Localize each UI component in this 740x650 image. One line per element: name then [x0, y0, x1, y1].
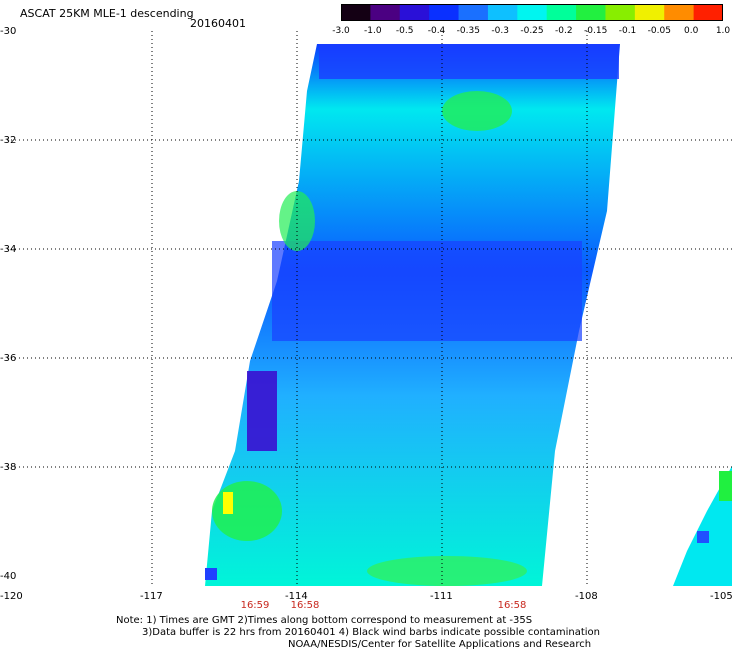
- colorbar-tick-label: -3.0: [332, 26, 350, 36]
- colorbar-tick-label: -0.35: [456, 26, 480, 36]
- colorbar-cell: [487, 4, 518, 21]
- colorbar-tick-label: -0.2: [555, 26, 573, 36]
- colorbar-tick-label: -0.5: [395, 26, 414, 36]
- chart-title: ASCAT 25KM MLE-1 descending: [20, 7, 194, 20]
- lat-label: -32: [0, 135, 17, 146]
- colorbar-tick-label: 0.0: [683, 26, 699, 36]
- lon-label: -111: [430, 591, 453, 602]
- colorbar-cell: [546, 4, 577, 21]
- note-line-2: 3)Data buffer is 22 hrs from 20160401 4)…: [142, 627, 600, 638]
- note-line-1: Note: 1) Times are GMT 2)Times along bot…: [116, 615, 533, 626]
- colorbar-cell: [605, 4, 636, 21]
- lat-label: -34: [0, 244, 17, 255]
- lon-label: -120: [0, 591, 23, 602]
- colorbar-cell: [693, 4, 723, 21]
- colorbar-tick-label: -0.05: [647, 26, 671, 36]
- colorbar-tick-label: 1.0: [715, 26, 731, 36]
- time-label: 16:58: [497, 600, 527, 611]
- colorbar-cell: [370, 4, 401, 21]
- colorbar-cell: [399, 4, 430, 21]
- colorbar-tick-label: -0.15: [584, 26, 608, 36]
- colorbar-cell: [517, 4, 548, 21]
- colorbar-cell: [458, 4, 489, 21]
- colorbar-tick-label: -0.1: [618, 26, 637, 36]
- colorbar-tick-label: -0.3: [491, 26, 509, 36]
- colorbar-cell: [429, 4, 460, 21]
- chart-date: 20160401: [190, 17, 246, 30]
- lon-label: -105: [710, 591, 733, 602]
- lat-label: -36: [0, 353, 17, 364]
- note-line-3: NOAA/NESDIS/Center for Satellite Applica…: [288, 639, 592, 650]
- colorbar-cell: [576, 4, 606, 21]
- colorbar-tick-label: -0.4: [427, 26, 446, 36]
- time-label: 16:58: [290, 600, 320, 611]
- lon-label: -117: [140, 591, 163, 602]
- colorbar: [341, 4, 723, 21]
- colorbar-cell: [341, 4, 371, 21]
- lon-label: -108: [575, 591, 598, 602]
- colorbar-cell: [664, 4, 695, 21]
- lat-label: -38: [0, 462, 17, 473]
- time-label: 16:59: [240, 600, 270, 611]
- lon-label: -114: [285, 591, 308, 602]
- lat-label: -30: [0, 26, 17, 37]
- map-frame: [7, 31, 732, 586]
- swath-edge: [673, 466, 732, 586]
- colorbar-tick-label: -0.25: [520, 26, 544, 36]
- lat-label: -40: [0, 571, 17, 582]
- colorbar-cell: [634, 4, 665, 21]
- colorbar-tick-label: -1.0: [364, 26, 382, 36]
